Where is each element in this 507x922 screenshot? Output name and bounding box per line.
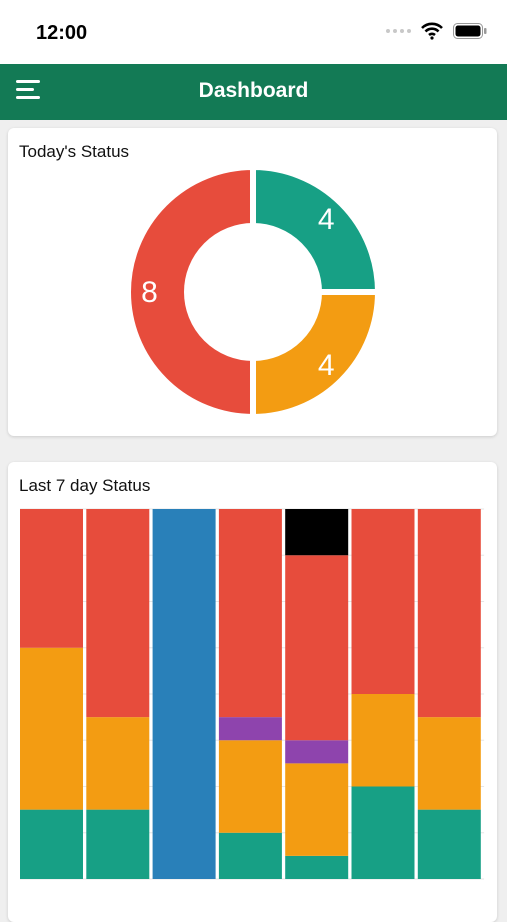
bar-5-segment-2	[285, 763, 349, 856]
signal-icon	[386, 29, 411, 33]
last-7-day-bar-chart	[20, 508, 485, 880]
last-7-day-title: Last 7 day Status	[19, 476, 151, 495]
bar-5-segment-4	[285, 555, 349, 741]
donut-slice-0	[250, 163, 382, 295]
donut-slice-2	[125, 163, 256, 421]
today-status-title: Today's Status	[19, 142, 130, 161]
bar-3-segment-1	[152, 509, 216, 879]
donut-slice-label-2: 8	[141, 276, 158, 309]
app-bar: Dashboard	[0, 64, 507, 120]
status-time: 12:00	[36, 22, 88, 44]
today-status-donut-chart: 4 4 8	[125, 163, 382, 421]
bar-7-segment-2	[417, 717, 481, 810]
donut-slice-label-0: 4	[318, 203, 335, 236]
battery-icon	[453, 23, 487, 39]
bar-2-segment-4	[86, 509, 150, 718]
bar-5-segment-5	[285, 509, 349, 556]
bar-7-segment-0	[417, 809, 481, 879]
bar-6-segment-0	[351, 786, 415, 879]
today-status-card: Today's Status 4 4 8	[8, 128, 497, 436]
bar-1-segment-2	[20, 647, 83, 810]
status-bar: 12:00	[0, 0, 507, 64]
bar-5-segment-3	[285, 740, 349, 764]
last-7-day-card: Last 7 day Status	[8, 462, 497, 922]
wifi-icon	[421, 22, 443, 40]
bar-4-segment-3	[218, 717, 282, 741]
bar-1-segment-0	[20, 809, 83, 879]
menu-icon[interactable]	[16, 80, 42, 104]
bar-4-segment-0	[218, 832, 282, 879]
bar-1-segment-4	[20, 509, 83, 648]
bar-5-segment-0	[285, 855, 349, 879]
bar-2-segment-2	[86, 717, 150, 810]
bar-4-segment-4	[218, 509, 282, 718]
bar-6-segment-4	[351, 509, 415, 694]
bar-6-segment-2	[351, 694, 415, 787]
page-title: Dashboard	[198, 79, 309, 102]
donut-slice-1	[250, 289, 382, 421]
bar-4-segment-2	[218, 740, 282, 833]
bar-2-segment-0	[86, 809, 150, 879]
donut-slice-label-1: 4	[318, 349, 335, 382]
bar-7-segment-4	[417, 509, 481, 718]
